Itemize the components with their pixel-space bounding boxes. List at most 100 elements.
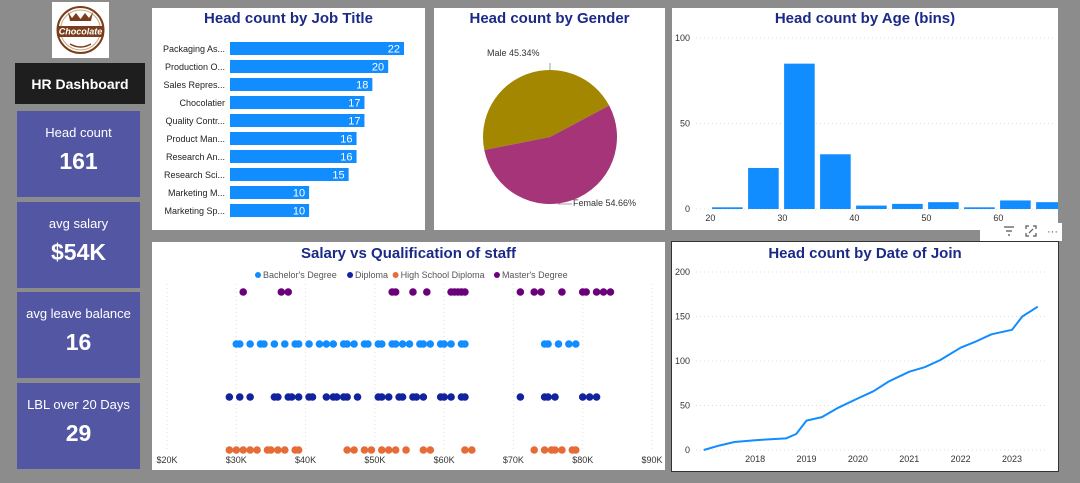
- scatter-point: [343, 446, 351, 454]
- scatter-point: [426, 340, 435, 348]
- scatter-legend-label: High School Diploma: [401, 270, 485, 280]
- scatter-legend-marker: [392, 272, 399, 278]
- job-title-tick-label: Research Sci...: [164, 170, 225, 180]
- filter-icon[interactable]: [1003, 225, 1015, 240]
- scatter-point: [398, 340, 407, 348]
- kpi-label: LBL over 20 Days: [27, 397, 130, 412]
- job-title-bar: [230, 168, 349, 181]
- kpi-card-avg-salary: avg salary $54K: [17, 202, 140, 288]
- job-title-data-label: 17: [348, 98, 360, 110]
- scatter-point: [468, 446, 476, 454]
- job-title-data-label: 16: [340, 134, 352, 146]
- more-options-icon[interactable]: ···: [1047, 226, 1058, 238]
- scatter-point: [412, 393, 421, 401]
- job-title-bar: [230, 42, 404, 55]
- scatter-point: [447, 393, 455, 401]
- scatter-point: [267, 446, 275, 454]
- age-bar-chart: 0 50 100 20 30 40 50 60: [675, 33, 1058, 223]
- date-of-join-line-chart: 0 50 100 150 200 2018 2019 2020 2021 2022 2023: [675, 267, 1048, 464]
- job-title-data-label: 10: [293, 188, 305, 200]
- scatter-point: [530, 446, 539, 454]
- scatter-point: [405, 340, 414, 348]
- scatter-x-tick-label: $40K: [295, 455, 316, 465]
- scatter-point: [350, 340, 358, 348]
- scatter-point: [294, 340, 303, 348]
- scatter-point: [294, 393, 303, 401]
- logo-graphic: Chocolate: [56, 6, 105, 54]
- job-title-chart-panel[interactable]: Head count by Job Title Packaging As... 2…: [152, 8, 425, 230]
- age-bar: [892, 203, 923, 209]
- job-title-bar: [230, 132, 357, 145]
- job-title-bar: [230, 204, 310, 217]
- job-title-bar: [230, 96, 365, 109]
- job-title-data-label: 15: [332, 170, 344, 182]
- age-x-tick-label: 40: [849, 213, 859, 223]
- focus-mode-icon[interactable]: [1025, 224, 1037, 240]
- scatter-point: [315, 340, 324, 348]
- job-title-data-label: 20: [372, 62, 384, 74]
- job-title-tick-label: Quality Contr...: [165, 116, 225, 126]
- scatter-point: [447, 340, 455, 348]
- scatter-point: [398, 393, 407, 401]
- line-x-tick-label: 2021: [899, 454, 919, 464]
- scatter-point: [585, 393, 594, 401]
- scatter-point: [419, 340, 428, 348]
- scatter-point: [343, 393, 351, 401]
- job-title-bar: [230, 150, 357, 163]
- scatter-legend-marker: [347, 272, 354, 278]
- age-bar: [964, 207, 995, 209]
- scatter-point: [274, 393, 282, 401]
- scatter-point: [364, 340, 372, 348]
- job-title-tick-label: Marketing Sp...: [164, 206, 225, 216]
- date-of-join-chart-panel[interactable]: Head count by Date of Join 0 50 100 150 200 2…: [671, 241, 1059, 472]
- job-title-data-label: 18: [356, 80, 368, 92]
- scatter-x-tick-label: $80K: [572, 455, 593, 465]
- scatter-point: [423, 288, 431, 296]
- scatter-point: [540, 446, 549, 454]
- age-y-tick-label: 50: [680, 119, 690, 129]
- age-x-tick-label: 20: [705, 213, 715, 223]
- scatter-point: [287, 393, 296, 401]
- job-title-tick-label: Sales Repres...: [163, 80, 225, 90]
- kpi-value: 161: [59, 148, 98, 174]
- scatter-point: [391, 446, 400, 454]
- age-bar: [748, 167, 779, 209]
- gender-chart-panel[interactable]: Head count by Gender Male 45.34% Female 5…: [434, 8, 665, 230]
- kpi-card-avg-leave-balance: avg leave balance 16: [17, 292, 140, 378]
- age-bar: [712, 207, 743, 209]
- job-title-tick-label: Research An...: [166, 152, 225, 162]
- scatter-point: [246, 393, 254, 401]
- kpi-card-lbl-over-20-days: LBL over 20 Days 29: [17, 383, 140, 469]
- line-x-tick-label: 2018: [745, 454, 765, 464]
- job-title-bar: [230, 78, 373, 91]
- job-title-bar: [230, 114, 365, 127]
- kpi-label: avg salary: [48, 216, 109, 231]
- age-x-tick-label: 50: [921, 213, 931, 223]
- age-y-tick-label: 0: [685, 204, 690, 214]
- salary-qualification-scatter-chart: $20K $30K $40K $50K $60K $70K $80K $90K Bachelor…: [156, 270, 662, 465]
- chart-title: Head count by Gender: [469, 10, 630, 27]
- scatter-point: [544, 393, 552, 401]
- scatter-point: [554, 340, 563, 348]
- scatter-point: [419, 393, 428, 401]
- chart-title: Head count by Date of Join: [768, 245, 962, 262]
- scatter-point: [260, 340, 268, 348]
- job-title-tick-label: Product Man...: [166, 134, 225, 144]
- scatter-x-tick-label: $90K: [641, 455, 662, 465]
- line-y-tick-label: 150: [675, 312, 690, 322]
- kpi-label: avg leave balance: [26, 306, 131, 321]
- scatter-point: [235, 393, 244, 401]
- scatter-point: [440, 393, 448, 401]
- kpi-card-head-count: Head count 161: [17, 111, 140, 197]
- age-chart-panel[interactable]: Head count by Age (bins) 0 50 100 20 30 40 50 6…: [672, 8, 1058, 230]
- job-title-bar: [230, 186, 310, 199]
- salary-qualification-chart-panel[interactable]: Salary vs Qualification of staff $20K $30…: [152, 242, 665, 470]
- job-title-data-label: 17: [348, 116, 360, 128]
- logo-text: Chocolate: [59, 27, 103, 37]
- line-x-tick-label: 2019: [796, 454, 816, 464]
- age-bar: [856, 205, 887, 209]
- head-count-line: [703, 305, 1039, 451]
- visual-toolbar: ···: [980, 223, 1062, 241]
- gender-pie-chart: Male 45.34% Female 54.66%: [483, 48, 636, 208]
- scatter-point: [280, 446, 289, 454]
